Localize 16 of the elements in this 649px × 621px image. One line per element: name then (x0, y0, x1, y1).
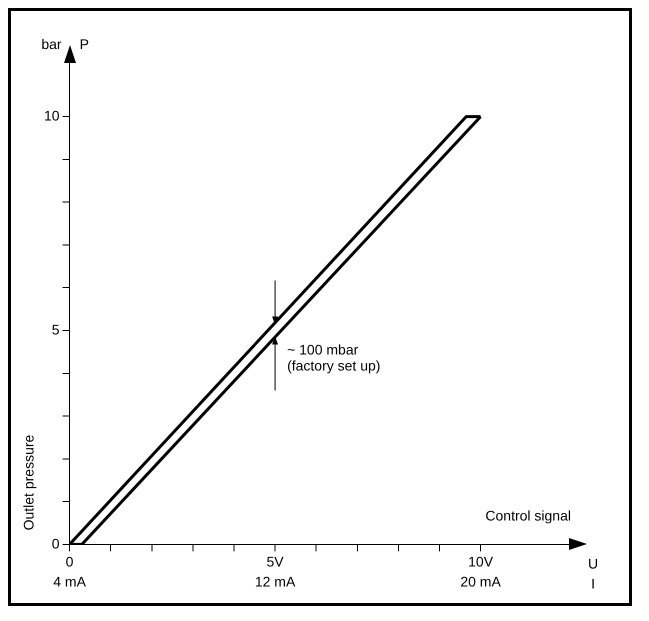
y-tick-label: 0 (52, 535, 60, 552)
text: I (591, 575, 595, 592)
y-tick-label: 5 (52, 321, 60, 338)
text: P (80, 36, 89, 52)
x2-tick-label: 20 mA (460, 573, 502, 590)
y-axis-title: Outlet pressure (20, 434, 36, 530)
text: bar (41, 36, 62, 52)
annotation: ~ 100 mbar (factory set up) (287, 341, 380, 374)
x2-tick-label: 12 mA (254, 573, 296, 590)
x-axis-title: Control signal (485, 507, 571, 524)
x-tick-label: 10V (468, 554, 494, 570)
x-tick-label: 5V (266, 554, 284, 570)
x-tick-label: 0 (66, 554, 74, 570)
y-tick-label: 10 (44, 107, 60, 124)
x2-tick-label: 4 mA (53, 573, 87, 590)
text: U (588, 555, 598, 572)
